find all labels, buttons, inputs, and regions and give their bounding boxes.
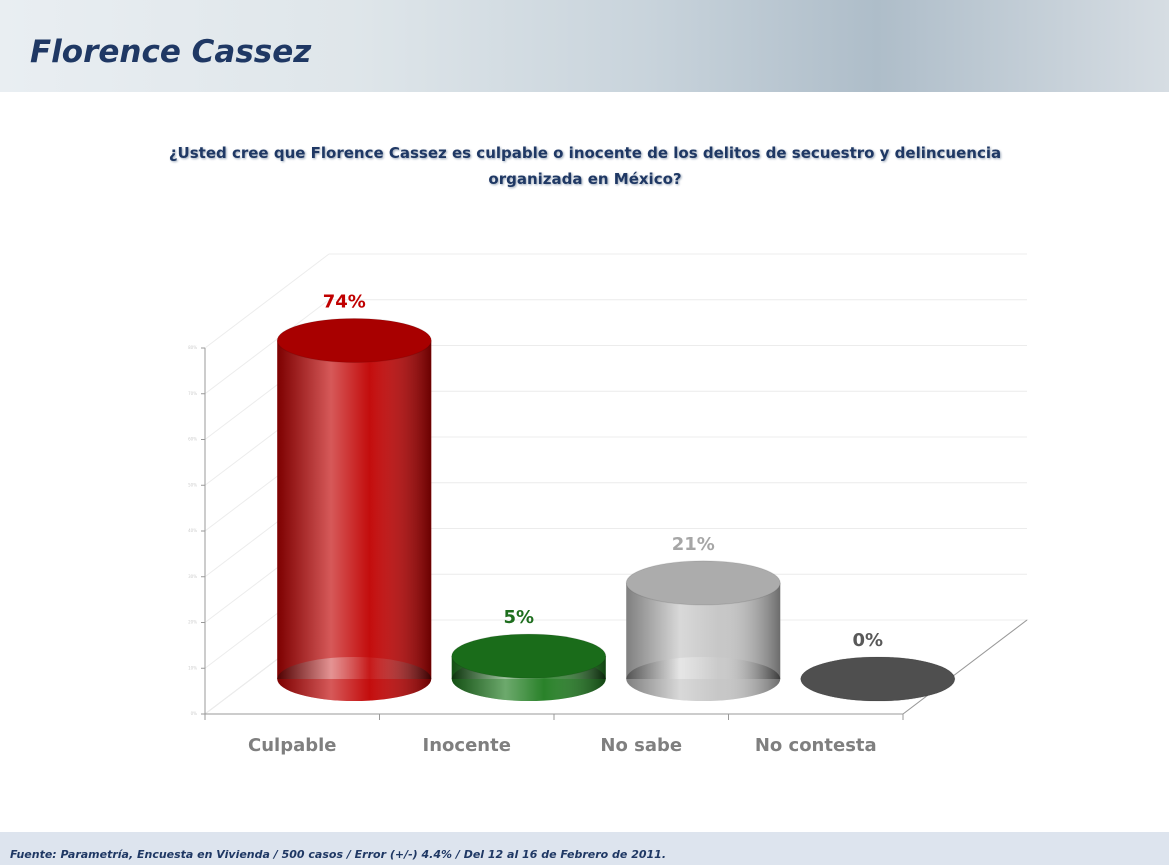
bar-top-shade [800,657,955,701]
y-tick-label: 20% [188,620,197,625]
y-tick-label: 80% [188,345,197,350]
y-tick-label: 60% [188,437,197,442]
grid-line [204,253,330,349]
bar-top [625,560,781,606]
chart: 0% 10% 20% 30% 40% 50% 60% 70% 80% 74% Culpable 5% I… [188,253,1029,756]
bar-top [451,633,607,679]
floor-edge [902,619,1028,715]
data-label: 5% [503,607,534,628]
bar [451,633,607,701]
header-band: Florence Cassez [0,0,1169,92]
slide-title: Florence Cassez [30,34,312,70]
bar-top-shade [451,634,606,679]
source-note: Fuente: Parametría, Encuesta en Vivienda… [10,848,667,861]
bar-top [800,656,956,702]
y-tick-label: 50% [188,482,197,487]
x-tick-label: Inocente [423,735,511,756]
data-label: 74% [323,291,366,312]
y-tick-label: 30% [188,574,197,579]
bar-body-shade [277,340,432,679]
bar-top-shade [277,318,432,363]
grid-line [204,299,330,395]
x-tick-label: No sabe [600,735,682,756]
bar [276,317,432,701]
chart-title: ¿Usted cree que Florence Cassez es culpa… [168,144,1002,188]
bar-top-shade [626,560,781,605]
y-tick-label: 70% [188,391,197,396]
data-label: 21% [672,534,715,555]
x-tick-label: No contesta [755,735,877,756]
y-tick-label: 40% [188,528,197,533]
y-tick-label: 10% [188,665,197,670]
data-label: 0% [852,630,883,651]
y-tick-label: 0% [191,711,198,716]
bar [625,560,781,701]
bar-top [276,317,432,363]
bar [800,656,956,702]
footer-band: Fuente: Parametría, Encuesta en Vivienda… [0,832,1169,865]
x-tick-label: Culpable [248,735,337,756]
